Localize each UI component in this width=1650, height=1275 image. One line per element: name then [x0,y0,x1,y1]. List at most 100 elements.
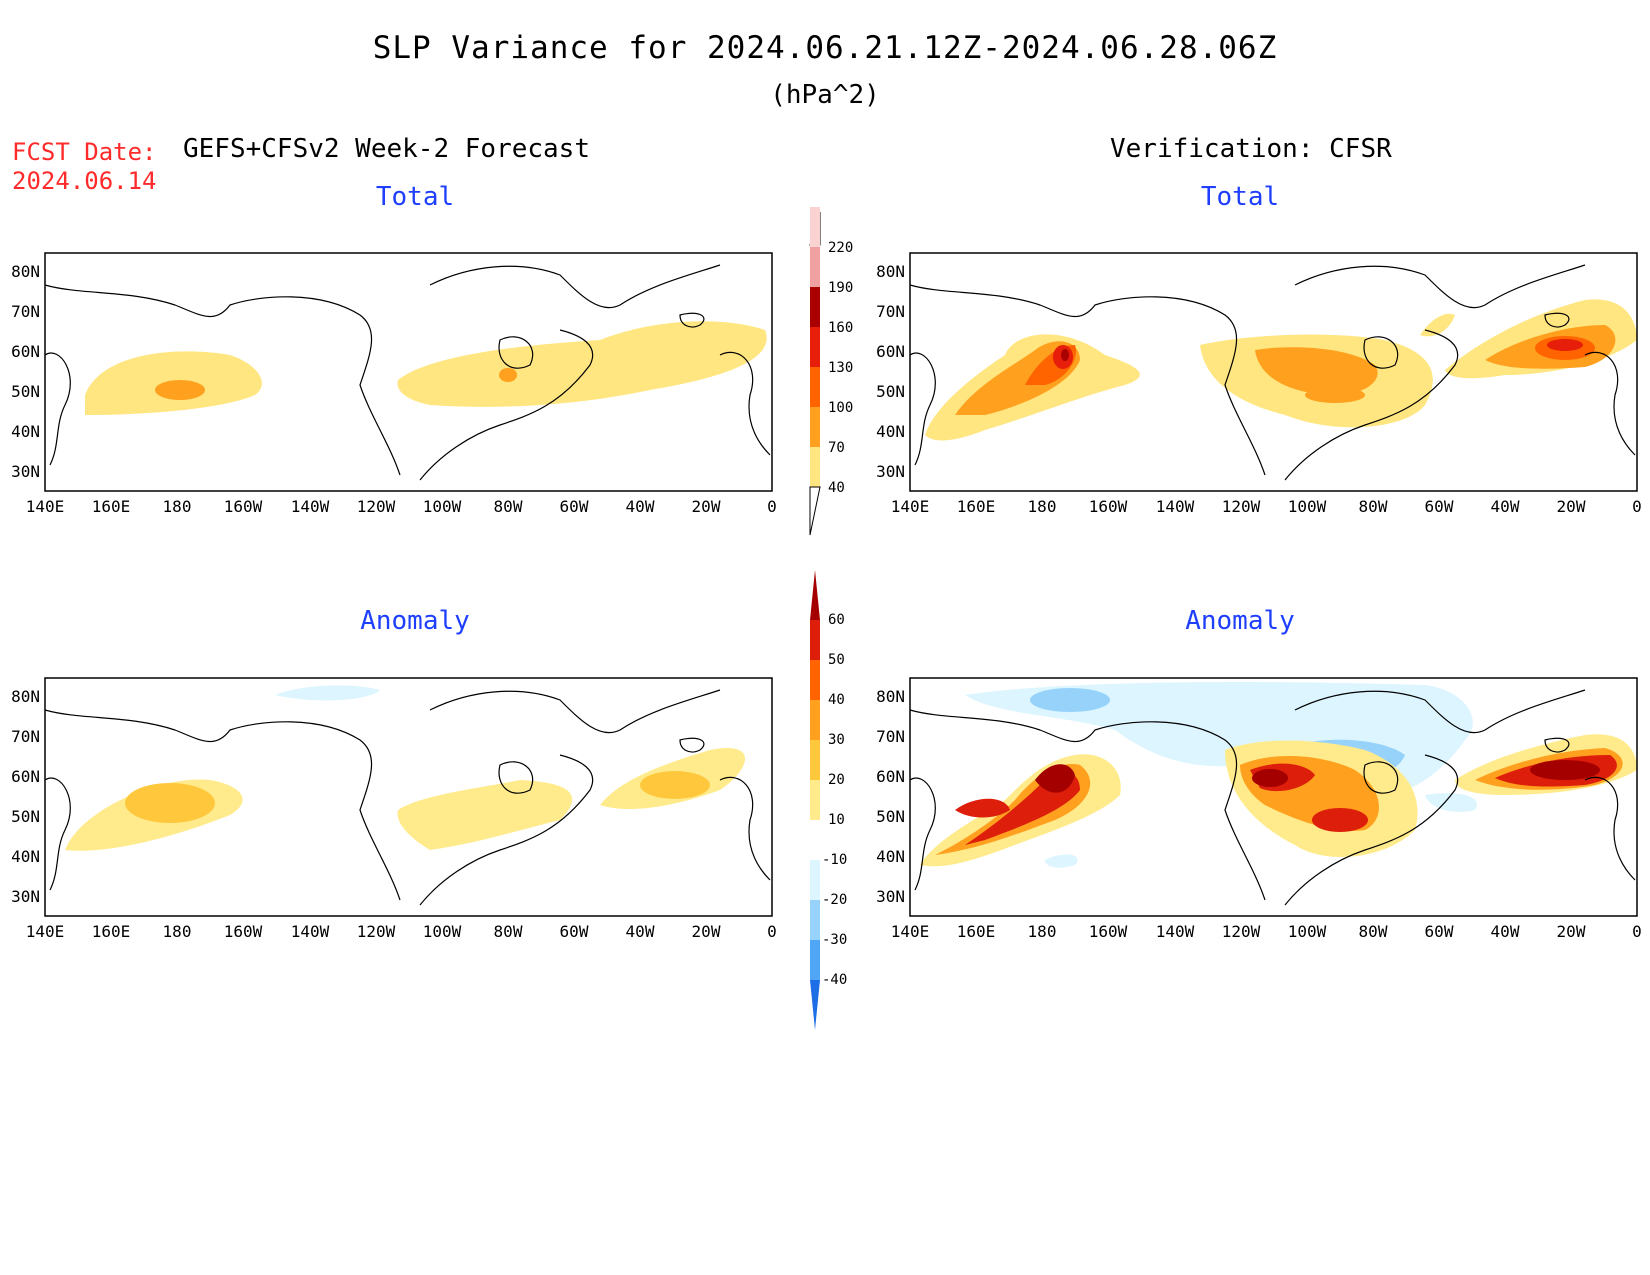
lon-label: 160W [1089,922,1128,941]
lon-label: 20W [1557,497,1586,516]
colorbar-anomaly-label: -30 [822,932,847,948]
lat-label: 70N [11,302,40,321]
lat-axis: 80N 70N 60N 50N 40N 30N [11,687,40,906]
lon-label: 0 [1632,922,1642,941]
colorbar-swatch [810,570,820,620]
colorbar-anomaly: 60 50 40 30 20 10 -10 -20 -30 -40 [810,570,847,1030]
lon-label: 140E [891,922,930,941]
lat-label: 30N [876,887,905,906]
colorbar-swatch [810,940,820,980]
lat-label: 60N [11,767,40,786]
lon-label: 40W [626,922,655,941]
lon-label: 20W [692,922,721,941]
colorbar-total-label: 100 [828,400,853,416]
subtitle-forecast-total: Total [375,182,455,212]
lat-label: 70N [876,727,905,746]
lon-label: 180 [1028,922,1057,941]
lon-label: 0 [1632,497,1642,516]
map-verif-anomaly: 80N 70N 60N 50N 40N 30N 140E 160E 180 16… [876,677,1642,941]
lat-label: 80N [876,262,905,281]
colorbar-swatch [810,247,820,287]
lon-axis: 140E 160E 180 160W 140W 120W 100W 80W 60… [26,922,777,941]
colorbar-swatch [810,287,820,327]
lon-label: 80W [1359,922,1388,941]
forecast-date: FCST Date: 2024.06.14 [12,138,157,196]
map-forecast-anomaly: 80N 70N 60N 50N 40N 30N 140E 160E 180 16… [11,677,777,941]
colorbar-swatch [810,327,820,367]
colorbar-swatch [810,620,820,660]
units-label: (hPa^2) [770,80,880,110]
lat-label: 50N [876,382,905,401]
subtitle-verif-total: Total [1200,182,1280,212]
lon-label: 140E [26,497,65,516]
lon-label: 140W [1156,497,1195,516]
lat-axis: 80N 70N 60N 50N 40N 30N [876,687,905,906]
lon-label: 140W [291,922,330,941]
colorbar-swatch [810,780,820,820]
lon-label: 160E [92,497,131,516]
lon-label: 120W [357,922,396,941]
colorbar-swatch [810,700,820,740]
lat-label: 40N [11,422,40,441]
colorbar-total-swatches [810,207,820,487]
coastlines [44,689,771,906]
main-title: SLP Variance for 2024.06.21.12Z-2024.06.… [372,30,1278,66]
lon-label: 20W [1557,922,1586,941]
lat-label: 70N [11,727,40,746]
lon-label: 20W [692,497,721,516]
colorbar-swatch [810,900,820,940]
lat-label: 30N [876,462,905,481]
colorbar-swatch [810,207,820,247]
lon-label: 180 [1028,497,1057,516]
lon-label: 80W [1359,497,1388,516]
colorbar-total-label: 160 [828,320,853,336]
lon-axis: 140E 160E 180 160W 140W 120W 100W 80W 60… [891,497,1642,516]
colorbar-swatch [810,407,820,447]
lon-label: 40W [1491,497,1520,516]
lon-label: 80W [494,497,523,516]
shading [920,682,1637,868]
colorbar-anomaly-label: 60 [828,612,845,628]
colorbar-swatch [810,367,820,407]
colorbar-anomaly-label: -20 [822,892,847,908]
lon-label: 140E [891,497,930,516]
lon-label: 100W [423,497,462,516]
lat-label: 70N [876,302,905,321]
colorbar-swatch [810,740,820,780]
lat-label: 40N [11,847,40,866]
colorbar-swatch [810,447,820,487]
lon-label: 180 [163,497,192,516]
colorbar-total: 40 70 100 130 160 190 220 [809,207,853,536]
lat-label: 60N [11,342,40,361]
lat-label: 60N [876,342,905,361]
colorbar-anomaly-label: 20 [828,772,845,788]
lat-label: 80N [11,687,40,706]
lat-label: 50N [11,382,40,401]
lat-label: 50N [876,807,905,826]
lon-label: 120W [1222,922,1261,941]
lat-label: 40N [876,422,905,441]
lon-label: 160W [224,497,263,516]
map-forecast-total: 80N 70N 60N 50N 40N 30N 140E 160E 180 16… [11,252,777,516]
colorbar-total-labels: 40 70 100 130 160 190 220 [828,240,853,496]
colorbar-anomaly-label: 40 [828,692,845,708]
lat-label: 60N [876,767,905,786]
lat-label: 80N [876,687,905,706]
lat-label: 40N [876,847,905,866]
lon-axis: 140E 160E 180 160W 140W 120W 100W 80W 60… [26,497,777,516]
lon-label: 100W [1288,497,1327,516]
lon-label: 100W [1288,922,1327,941]
right-header: Verification: CFSR [1110,134,1392,164]
colorbar-swatch [810,980,820,1030]
lon-label: 40W [626,497,655,516]
colorbar-anomaly-label: -40 [822,972,847,988]
shading [925,299,1637,441]
coastlines [44,264,771,481]
lon-axis: 140E 160E 180 160W 140W 120W 100W 80W 60… [891,922,1642,941]
lat-axis: 80N 70N 60N 50N 40N 30N [876,262,905,481]
lon-label: 140W [291,497,330,516]
lon-label: 120W [1222,497,1261,516]
colorbar-anomaly-labels: 60 50 40 30 20 10 -10 -20 -30 -40 [822,612,847,988]
lon-label: 160W [1089,497,1128,516]
colorbar-total-label: 40 [828,480,845,496]
